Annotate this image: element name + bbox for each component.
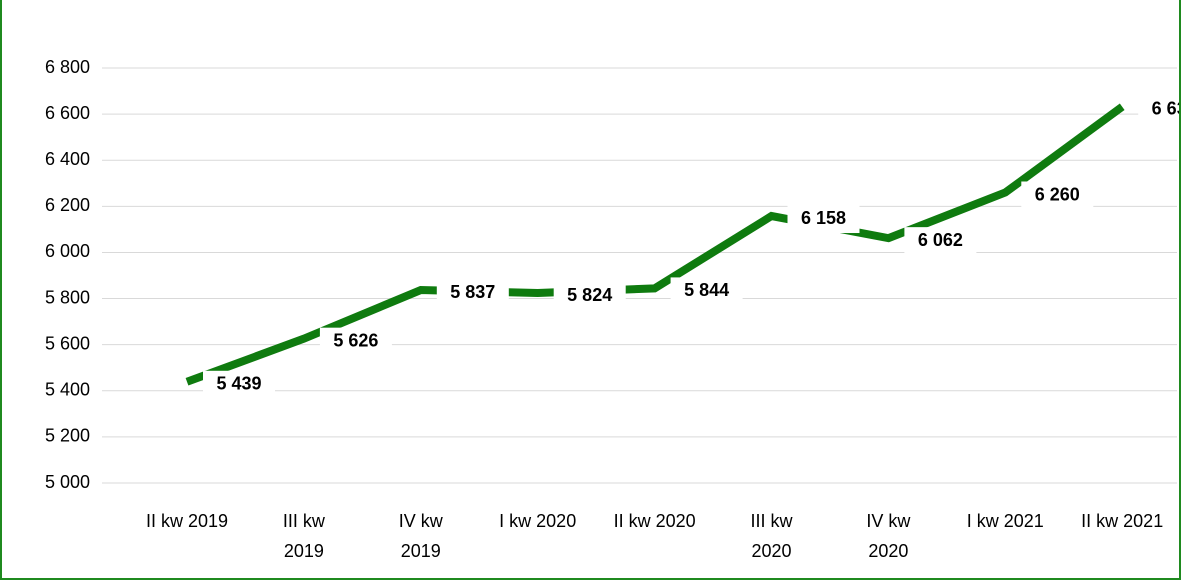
label-bg — [904, 227, 977, 256]
x-tick-label: IV kw 2019 — [398, 511, 443, 561]
x-tick-label: II kw 2020 — [613, 511, 696, 531]
y-tick-label: 6 400 — [45, 149, 90, 169]
label-bg — [1138, 95, 1179, 124]
x-tick-label: I kw 2020 — [499, 511, 577, 531]
data-label: 5 844 — [684, 280, 729, 300]
label-bg — [670, 277, 743, 306]
y-tick-label: 5 000 — [45, 472, 90, 492]
label-bg — [319, 327, 392, 356]
label-bg — [553, 282, 626, 311]
label-bg — [203, 370, 275, 399]
x-tick-label: III kw 2019 — [282, 511, 325, 561]
y-tick-label: 5 600 — [45, 333, 90, 353]
data-label: 5 439 — [216, 374, 261, 394]
label-bg — [436, 279, 509, 308]
x-tick-label: I kw 2021 — [966, 511, 1044, 531]
data-label: 5 824 — [567, 285, 612, 305]
y-tick-label: 6 000 — [45, 241, 90, 261]
line — [185, 103, 1125, 386]
y-tick-label: 6 800 — [45, 57, 90, 77]
label-bg — [1021, 181, 1094, 210]
data-label: 5 837 — [450, 282, 495, 302]
y-tick-label: 6 200 — [45, 195, 90, 215]
data-label: 6 062 — [918, 230, 963, 250]
data-label: 5 626 — [333, 330, 378, 350]
y-tick-label: 5 200 — [45, 426, 90, 446]
x-tick-label: IV kw 2020 — [866, 511, 911, 561]
data-label: 6 158 — [801, 208, 846, 228]
data-label: 6 260 — [1035, 184, 1080, 204]
y-tick-label: 6 600 — [45, 103, 90, 123]
x-tick-label: II kw 2019 — [145, 511, 229, 531]
y-tick-label: 5 800 — [45, 287, 90, 307]
y-tick-label: 5 400 — [45, 380, 90, 400]
label-bg — [787, 205, 860, 234]
data-label: 6 632 — [1152, 98, 1179, 118]
x-tick-label: II kw 2021 — [1081, 511, 1164, 531]
x-tick-label: III kw 2020 — [750, 511, 793, 561]
